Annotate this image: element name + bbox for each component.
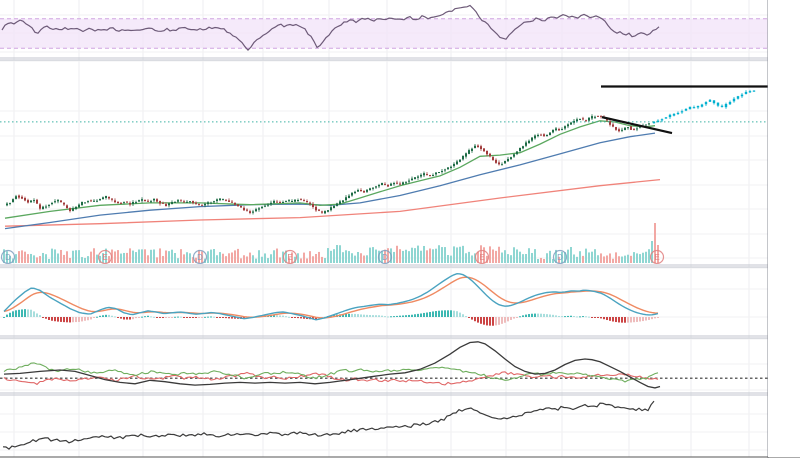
rsi-panel [0, 4, 768, 51]
lower-line-panel [2, 400, 655, 450]
event-marker-e: E [654, 253, 659, 262]
dmi-panel [0, 341, 768, 389]
volume-bars [3, 223, 659, 263]
event-marker-d: D [197, 253, 203, 262]
grid [0, 0, 768, 457]
candles [6, 114, 650, 215]
price-axis[interactable]: USD 400.00 342.31 75.0050.0025.00440.003… [768, 0, 800, 457]
projection-candles [652, 89, 756, 124]
event-marker-d: D [5, 253, 11, 262]
macd-panel [3, 272, 659, 326]
event-marker-e: E [287, 253, 292, 262]
time-axis[interactable]: JunJulAugSepOctNovDec2021FebMarAprMayJun [0, 458, 800, 472]
event-marker-e: E [479, 253, 484, 262]
event-marker-e: E [102, 253, 107, 262]
event-marker-d: D [557, 253, 563, 262]
trendline[interactable] [601, 116, 673, 135]
event-marker-d: D [382, 253, 388, 262]
